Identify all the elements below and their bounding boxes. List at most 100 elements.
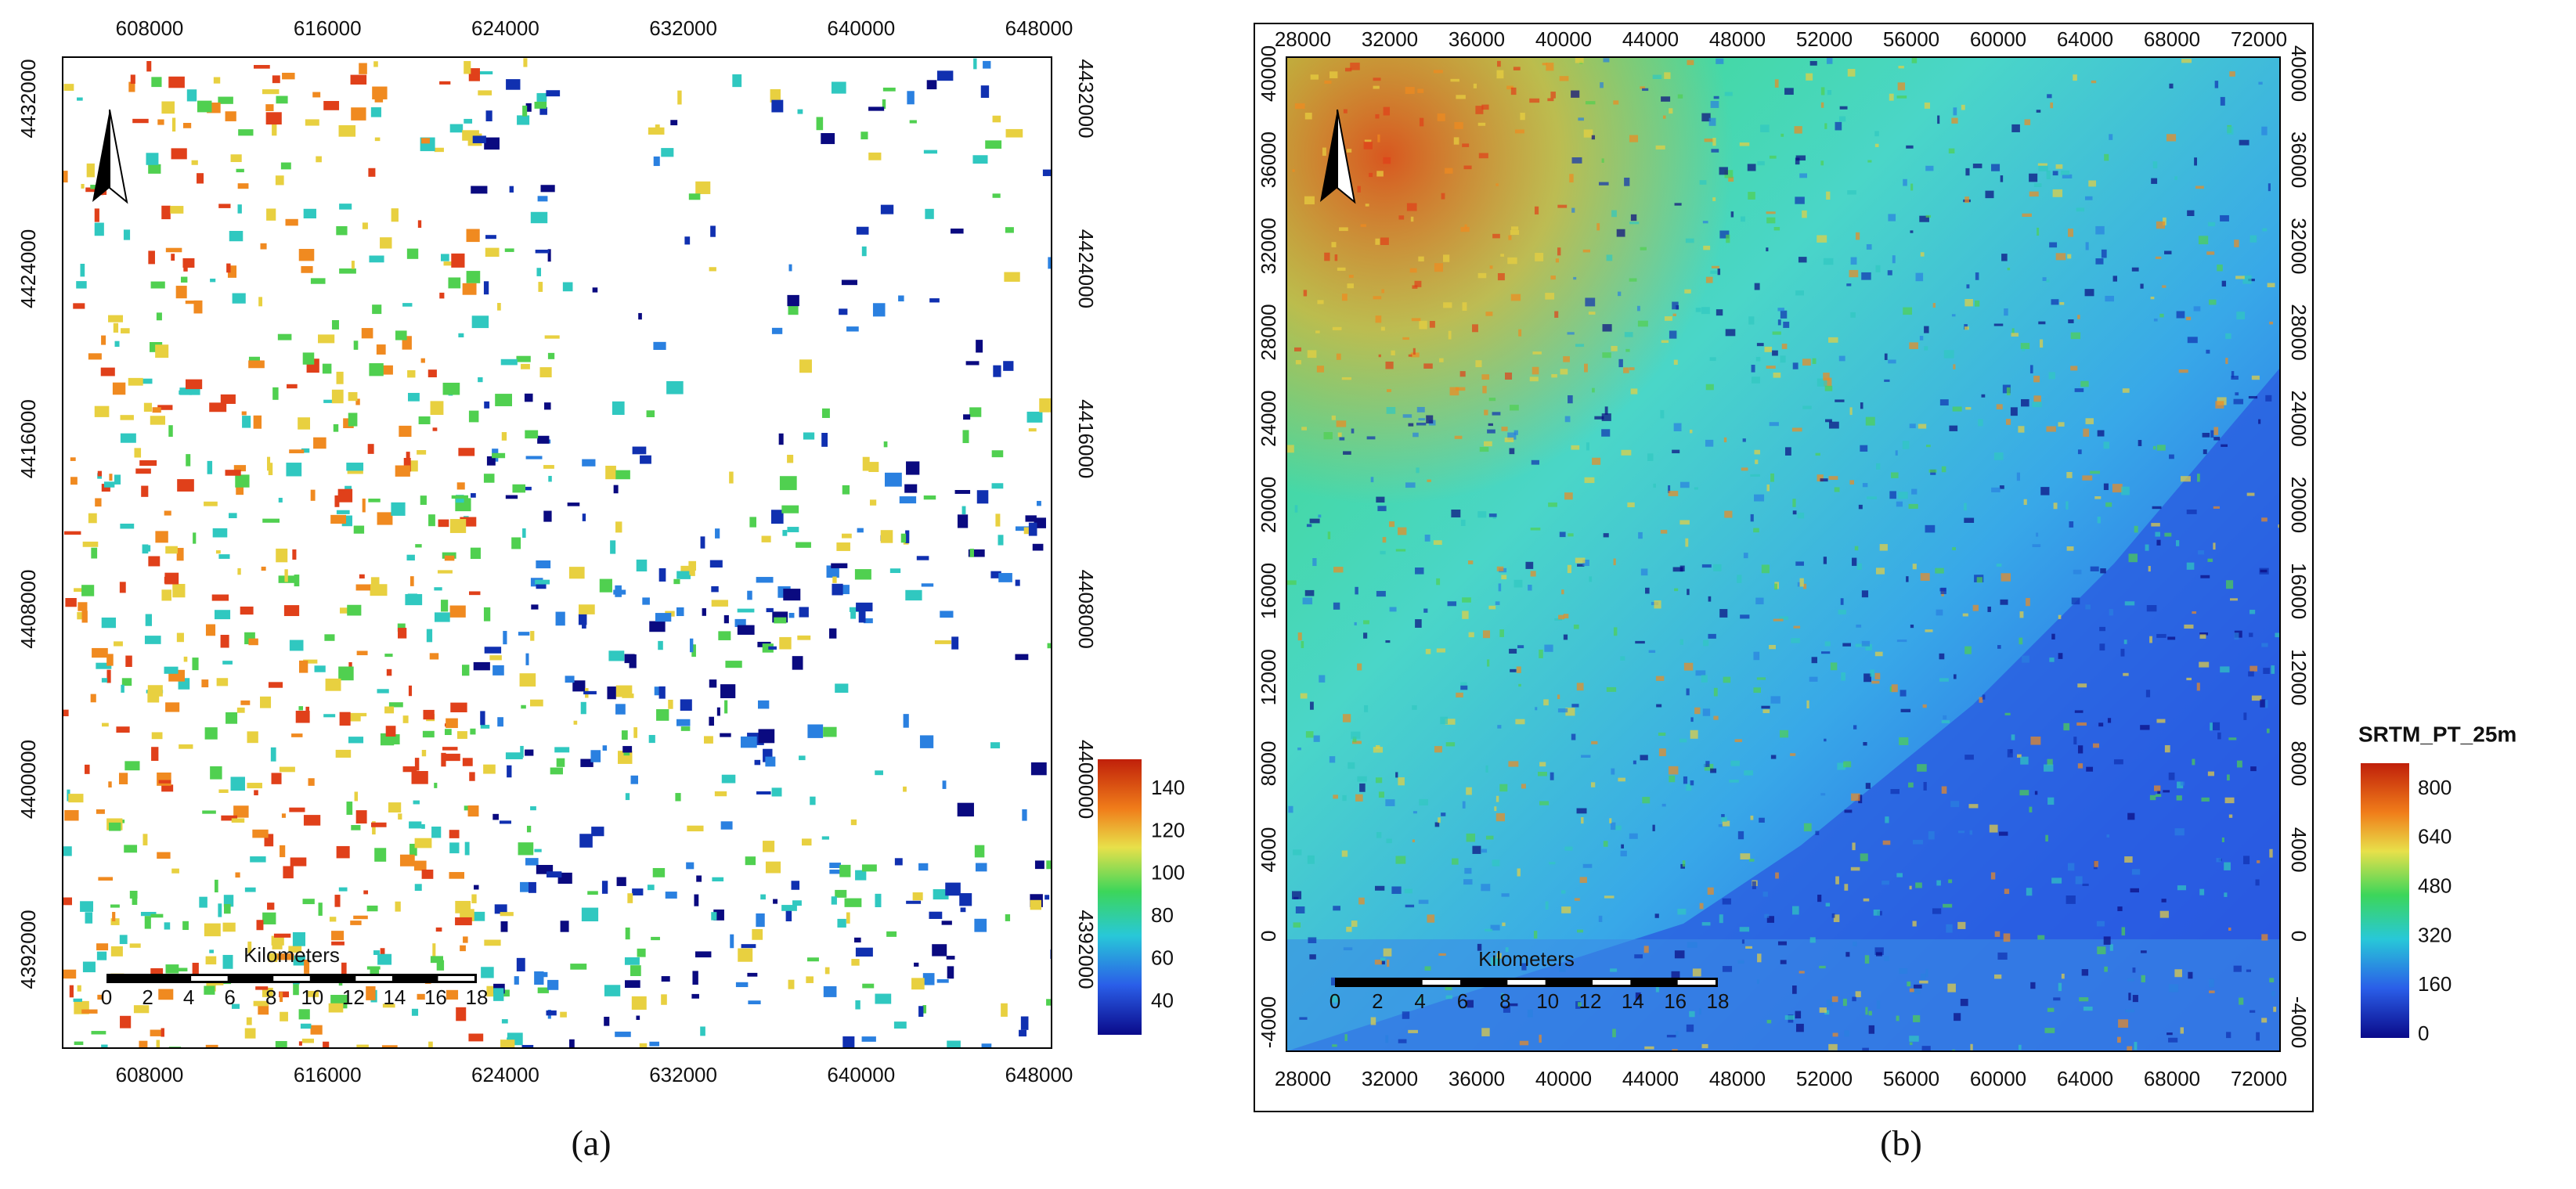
pixel-cluster (1721, 814, 1725, 818)
pixel-cluster (355, 810, 367, 824)
pixel-cluster (449, 830, 460, 838)
pixel-cluster (975, 863, 987, 872)
pixel-cluster (711, 600, 728, 607)
pixel-cluster (165, 546, 178, 554)
pixel-cluster (2001, 254, 2008, 261)
pixel-cluster (568, 567, 585, 579)
pixel-cluster (481, 967, 494, 978)
pixel-cluster (310, 278, 326, 284)
pixel-cluster (1477, 511, 1487, 518)
pixel-cluster (1996, 404, 2003, 410)
pixel-cluster (250, 856, 266, 863)
pixel-cluster (1617, 291, 1622, 297)
pixel-cluster (2104, 153, 2109, 161)
pixel-cluster (1724, 92, 1733, 96)
pixel-cluster (2083, 1006, 2093, 1011)
pixel-cluster (1460, 685, 1468, 690)
pixel-cluster (1301, 640, 1304, 648)
pixel-cluster (1802, 210, 1807, 218)
pixel-cluster (745, 856, 756, 866)
pixel-cluster (1339, 437, 1345, 441)
pixel-cluster (2103, 936, 2111, 945)
pixel-cluster (1953, 674, 1957, 679)
pixel-cluster (411, 1008, 419, 1016)
pixel-cluster (473, 661, 490, 671)
pixel-cluster (1844, 1030, 1849, 1037)
pixel-cluster (694, 894, 699, 906)
pixel-cluster (1297, 748, 1301, 751)
pixel-cluster (806, 976, 814, 983)
pixel-cluster (950, 228, 964, 234)
pixel-cluster (1412, 432, 1419, 438)
pixel-cluster (171, 868, 179, 874)
pixel-cluster (1387, 959, 1390, 967)
pixel-cluster (1492, 515, 1496, 519)
pixel-cluster (1792, 985, 1797, 994)
pixel-cluster (1429, 321, 1435, 328)
pixel-cluster (765, 756, 776, 767)
pixel-cluster (1351, 921, 1358, 928)
pixel-cluster (2099, 626, 2106, 632)
pixel-cluster (2085, 418, 2094, 424)
pixel-cluster (398, 628, 407, 639)
pixel-cluster (2248, 671, 2254, 677)
pixel-cluster (1802, 359, 1811, 366)
pixel-cluster (353, 915, 368, 920)
pixel-cluster (308, 778, 315, 786)
pixel-cluster (2180, 1027, 2184, 1034)
pixel-cluster (313, 437, 327, 449)
pixel-cluster (1585, 101, 1596, 105)
pixel-cluster (816, 117, 824, 131)
pixel-cluster (276, 95, 288, 104)
pixel-cluster (1666, 1035, 1676, 1038)
pixel-cluster (338, 124, 356, 137)
pixel-cluster (621, 730, 628, 740)
pixel-cluster (546, 871, 562, 878)
pixel-cluster (2094, 495, 2102, 499)
pixel-cluster (1820, 102, 1824, 108)
pixel-cluster (1701, 675, 1708, 683)
pixel-cluster (519, 673, 536, 687)
pixel-cluster (408, 685, 413, 697)
pixel-cluster (1624, 332, 1633, 337)
pixel-cluster (237, 567, 241, 575)
pixel-cluster (2271, 665, 2275, 674)
pixel-cluster (720, 821, 733, 830)
pixel-cluster (1391, 886, 1402, 894)
pixel-cluster (1784, 447, 1791, 456)
pixel-cluster (1850, 867, 1860, 871)
pixel-cluster (2068, 229, 2073, 237)
pixel-cluster (77, 97, 83, 101)
pixel-cluster (1784, 88, 1794, 95)
pixel-cluster (884, 472, 902, 487)
pixel-cluster (2260, 699, 2266, 708)
pixel-cluster (1449, 387, 1459, 396)
pixel-cluster (225, 712, 238, 724)
pixel-cluster (2185, 316, 2192, 321)
pixel-cluster (2210, 722, 2213, 731)
pixel-cluster (1954, 1013, 1961, 1021)
pixel-cluster (98, 877, 114, 881)
pixel-cluster (1692, 968, 1701, 977)
pixel-cluster (1952, 547, 1956, 551)
pixel-cluster (1795, 196, 1805, 204)
pixel-cluster (1769, 155, 1777, 159)
pixel-cluster (355, 398, 360, 405)
pixel-cluster (1687, 942, 1697, 948)
pixel-cluster (1618, 777, 1625, 782)
pixel-cluster (2201, 797, 2210, 802)
pixel-cluster (2199, 632, 2209, 636)
pixel-cluster (1839, 106, 1848, 110)
pixel-cluster (1463, 165, 1472, 170)
x-tick-label: 616000 (294, 16, 362, 40)
pixel-cluster (350, 74, 367, 85)
pixel-cluster (151, 747, 159, 762)
pixel-cluster (333, 423, 339, 432)
pixel-cluster (1896, 873, 1903, 877)
pixel-cluster (2141, 975, 2145, 982)
pixel-cluster (1723, 437, 1727, 443)
pixel-cluster (1352, 736, 1357, 743)
pixel-cluster (2033, 375, 2040, 383)
pixel-cluster (2042, 277, 2047, 281)
pixel-cluster (270, 747, 276, 762)
